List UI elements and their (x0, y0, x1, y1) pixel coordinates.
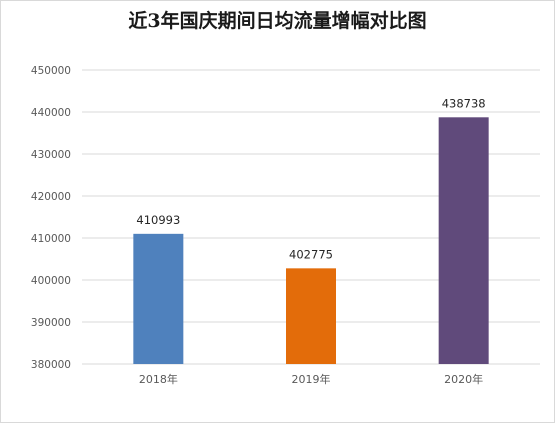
y-tick-label: 450000 (31, 65, 71, 77)
bar (438, 117, 489, 364)
x-category-label: 2018年 (139, 372, 178, 386)
y-axis-ticks: 450000 440000 430000 420000 410000 400000 3900… (31, 65, 71, 371)
data-label: 402775 (289, 247, 333, 261)
x-axis-categories: 2018年 2019年 2020年 (139, 372, 483, 386)
x-category-label: 2020年 (444, 372, 483, 386)
x-category-label: 2019年 (292, 372, 331, 386)
y-tick-label: 430000 (31, 149, 71, 161)
y-tick-label: 410000 (31, 233, 71, 245)
data-label: 438738 (442, 96, 486, 110)
data-label: 410993 (136, 213, 180, 227)
y-tick-label: 420000 (31, 191, 71, 203)
chart-title: 近3年国庆期间日均流量增幅对比图 (128, 10, 427, 32)
bar (133, 233, 184, 364)
y-tick-label: 380000 (31, 359, 71, 371)
y-tick-label: 400000 (31, 275, 71, 287)
y-tick-label: 440000 (31, 107, 71, 119)
y-tick-label: 390000 (31, 317, 71, 329)
data-labels: 410993 402775 438738 (136, 96, 485, 261)
bars (133, 117, 489, 364)
bar (286, 268, 336, 364)
